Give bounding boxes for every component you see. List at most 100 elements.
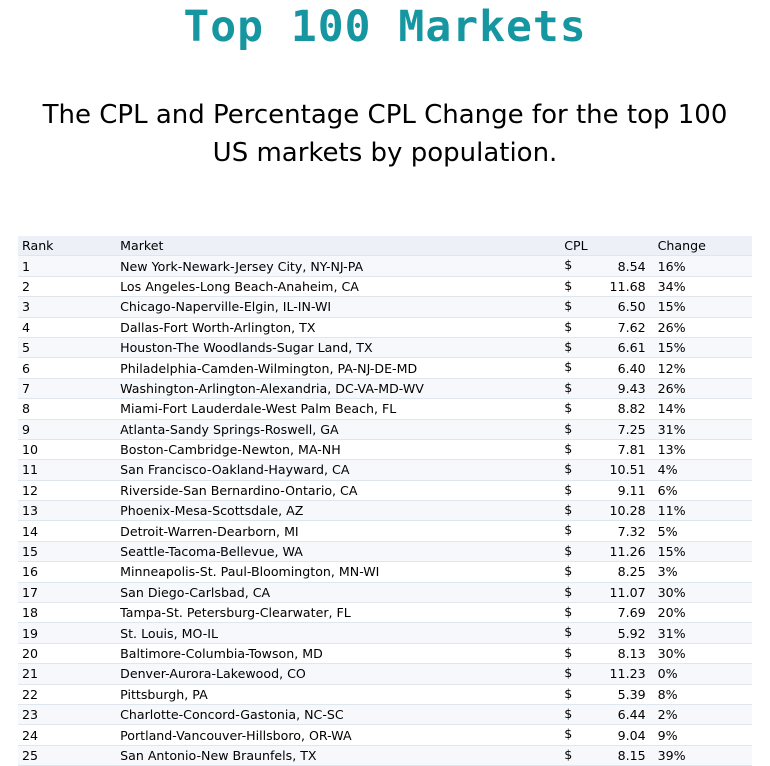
change-cell: 8%	[653, 684, 752, 705]
table-row: 24 Portland-Vancouver-Hillsboro, OR-WA $9.…	[18, 724, 752, 746]
currency-symbol: $	[564, 542, 573, 558]
rank-cell: 16	[18, 561, 117, 583]
change-cell: 30%	[653, 582, 752, 604]
change-cell: 5%	[653, 520, 752, 542]
cpl-value: 5.39	[617, 686, 646, 702]
market-cell: San Francisco-Oakland-Hayward, CA	[116, 459, 561, 481]
market-cell: Washington-Arlington-Alexandria, DC-VA-M…	[116, 378, 561, 400]
cpl-value: 11.68	[609, 278, 646, 294]
currency-symbol: $	[564, 726, 573, 742]
cpl-cell: $7.69	[560, 602, 654, 624]
market-cell: Tampa-St. Petersburg-Clearwater, FL	[116, 602, 561, 624]
currency-symbol: $	[564, 481, 573, 497]
cpl-cell: $8.25	[560, 561, 654, 583]
change-cell: 4%	[653, 459, 752, 481]
table-row: 14 Detroit-Warren-Dearborn, MI $7.32 5%	[18, 520, 752, 542]
table-row: 5 Houston-The Woodlands-Sugar Land, TX $6.…	[18, 337, 752, 359]
market-cell: Denver-Aurora-Lakewood, CO	[116, 663, 561, 685]
table-row: 23 Charlotte-Concord-Gastonia, NC-SC $6.44…	[18, 704, 752, 726]
cpl-value: 6.61	[617, 340, 646, 356]
table-row: 17 San Diego-Carlsbad, CA $11.07 30%	[18, 582, 752, 604]
cpl-value: 6.50	[617, 299, 646, 315]
change-cell: 39%	[653, 745, 752, 766]
rank-cell: 12	[18, 480, 117, 502]
market-cell: Riverside-San Bernardino-Ontario, CA	[116, 480, 561, 502]
cpl-cell: $8.13	[560, 643, 654, 665]
cpl-cell: $11.23	[560, 663, 654, 685]
market-cell: New York-Newark-Jersey City, NY-NJ-PA	[116, 255, 561, 277]
cpl-cell: $6.50	[560, 296, 654, 318]
currency-symbol: $	[564, 522, 573, 538]
rank-cell: 2	[18, 276, 117, 298]
rank-cell: 20	[18, 643, 117, 665]
cpl-value: 7.81	[617, 442, 646, 458]
currency-symbol: $	[564, 746, 573, 762]
rank-cell: 1	[18, 255, 117, 277]
table-row: 18 Tampa-St. Petersburg-Clearwater, FL $7.…	[18, 602, 752, 624]
currency-symbol: $	[564, 318, 573, 334]
table-row: 25 San Antonio-New Braunfels, TX $8.15 39%	[18, 745, 752, 766]
currency-symbol: $	[564, 624, 573, 640]
rank-cell: 3	[18, 296, 117, 318]
cpl-cell: $7.32	[560, 520, 654, 542]
change-cell: 15%	[653, 296, 752, 318]
table-row: 13 Phoenix-Mesa-Scottsdale, AZ $10.28 11%	[18, 500, 752, 522]
cpl-value: 10.51	[609, 462, 646, 478]
cpl-value: 9.11	[617, 482, 646, 498]
cpl-value: 9.43	[617, 380, 646, 396]
cpl-cell: $5.39	[560, 684, 654, 705]
market-cell: Detroit-Warren-Dearborn, MI	[116, 520, 561, 542]
rank-cell: 7	[18, 378, 117, 400]
cpl-cell: $6.44	[560, 704, 654, 726]
cpl-value: 8.82	[617, 401, 646, 417]
currency-symbol: $	[564, 298, 573, 314]
change-cell: 11%	[653, 500, 752, 522]
cpl-cell: $10.28	[560, 500, 654, 522]
change-cell: 26%	[653, 317, 752, 338]
currency-symbol: $	[564, 563, 573, 579]
change-cell: 14%	[653, 398, 752, 420]
change-cell: 31%	[653, 419, 752, 440]
currency-symbol: $	[564, 665, 573, 681]
cpl-cell: $6.40	[560, 357, 654, 379]
cpl-cell: $11.26	[560, 541, 654, 563]
change-cell: 2%	[653, 704, 752, 726]
rank-cell: 21	[18, 663, 117, 685]
table-row: 3 Chicago-Naperville-Elgin, IL-IN-WI $6.50…	[18, 296, 752, 318]
market-column-header: Market	[116, 236, 561, 257]
market-cell: San Diego-Carlsbad, CA	[116, 582, 561, 604]
cpl-cell: $10.51	[560, 459, 654, 481]
rank-cell: 9	[18, 419, 117, 440]
change-cell: 6%	[653, 480, 752, 502]
rank-cell: 22	[18, 684, 117, 705]
cpl-cell: $8.15	[560, 745, 654, 766]
table-body: 1 New York-Newark-Jersey City, NY-NJ-PA $8…	[18, 255, 752, 766]
table-header-row: Rank Market CPL Change	[18, 236, 752, 257]
currency-symbol: $	[564, 440, 573, 456]
change-cell: 15%	[653, 541, 752, 563]
rank-cell: 10	[18, 439, 117, 461]
rank-cell: 18	[18, 602, 117, 624]
rank-cell: 19	[18, 622, 117, 644]
change-cell: 16%	[653, 255, 752, 277]
cpl-value: 10.28	[609, 503, 646, 519]
cpl-cell: $8.82	[560, 398, 654, 420]
table-row: 11 San Francisco-Oakland-Hayward, CA $10.5…	[18, 459, 752, 481]
rank-cell: 14	[18, 520, 117, 542]
rank-cell: 4	[18, 317, 117, 338]
table-row: 21 Denver-Aurora-Lakewood, CO $11.23 0%	[18, 663, 752, 685]
change-cell: 31%	[653, 622, 752, 644]
cpl-value: 7.32	[617, 523, 646, 539]
change-column-header: Change	[653, 236, 752, 257]
cpl-cell: $9.11	[560, 480, 654, 502]
cpl-cell: $11.07	[560, 582, 654, 604]
market-cell: Pittsburgh, PA	[116, 684, 561, 705]
market-cell: Houston-The Woodlands-Sugar Land, TX	[116, 337, 561, 359]
table-row: 9 Atlanta-Sandy Springs-Roswell, GA $7.25 3…	[18, 419, 752, 440]
cpl-value: 8.15	[617, 747, 646, 763]
currency-symbol: $	[564, 644, 573, 660]
currency-symbol: $	[564, 502, 573, 518]
rank-cell: 8	[18, 398, 117, 420]
change-cell: 34%	[653, 276, 752, 298]
table-row: 7 Washington-Arlington-Alexandria, DC-VA-…	[18, 378, 752, 400]
